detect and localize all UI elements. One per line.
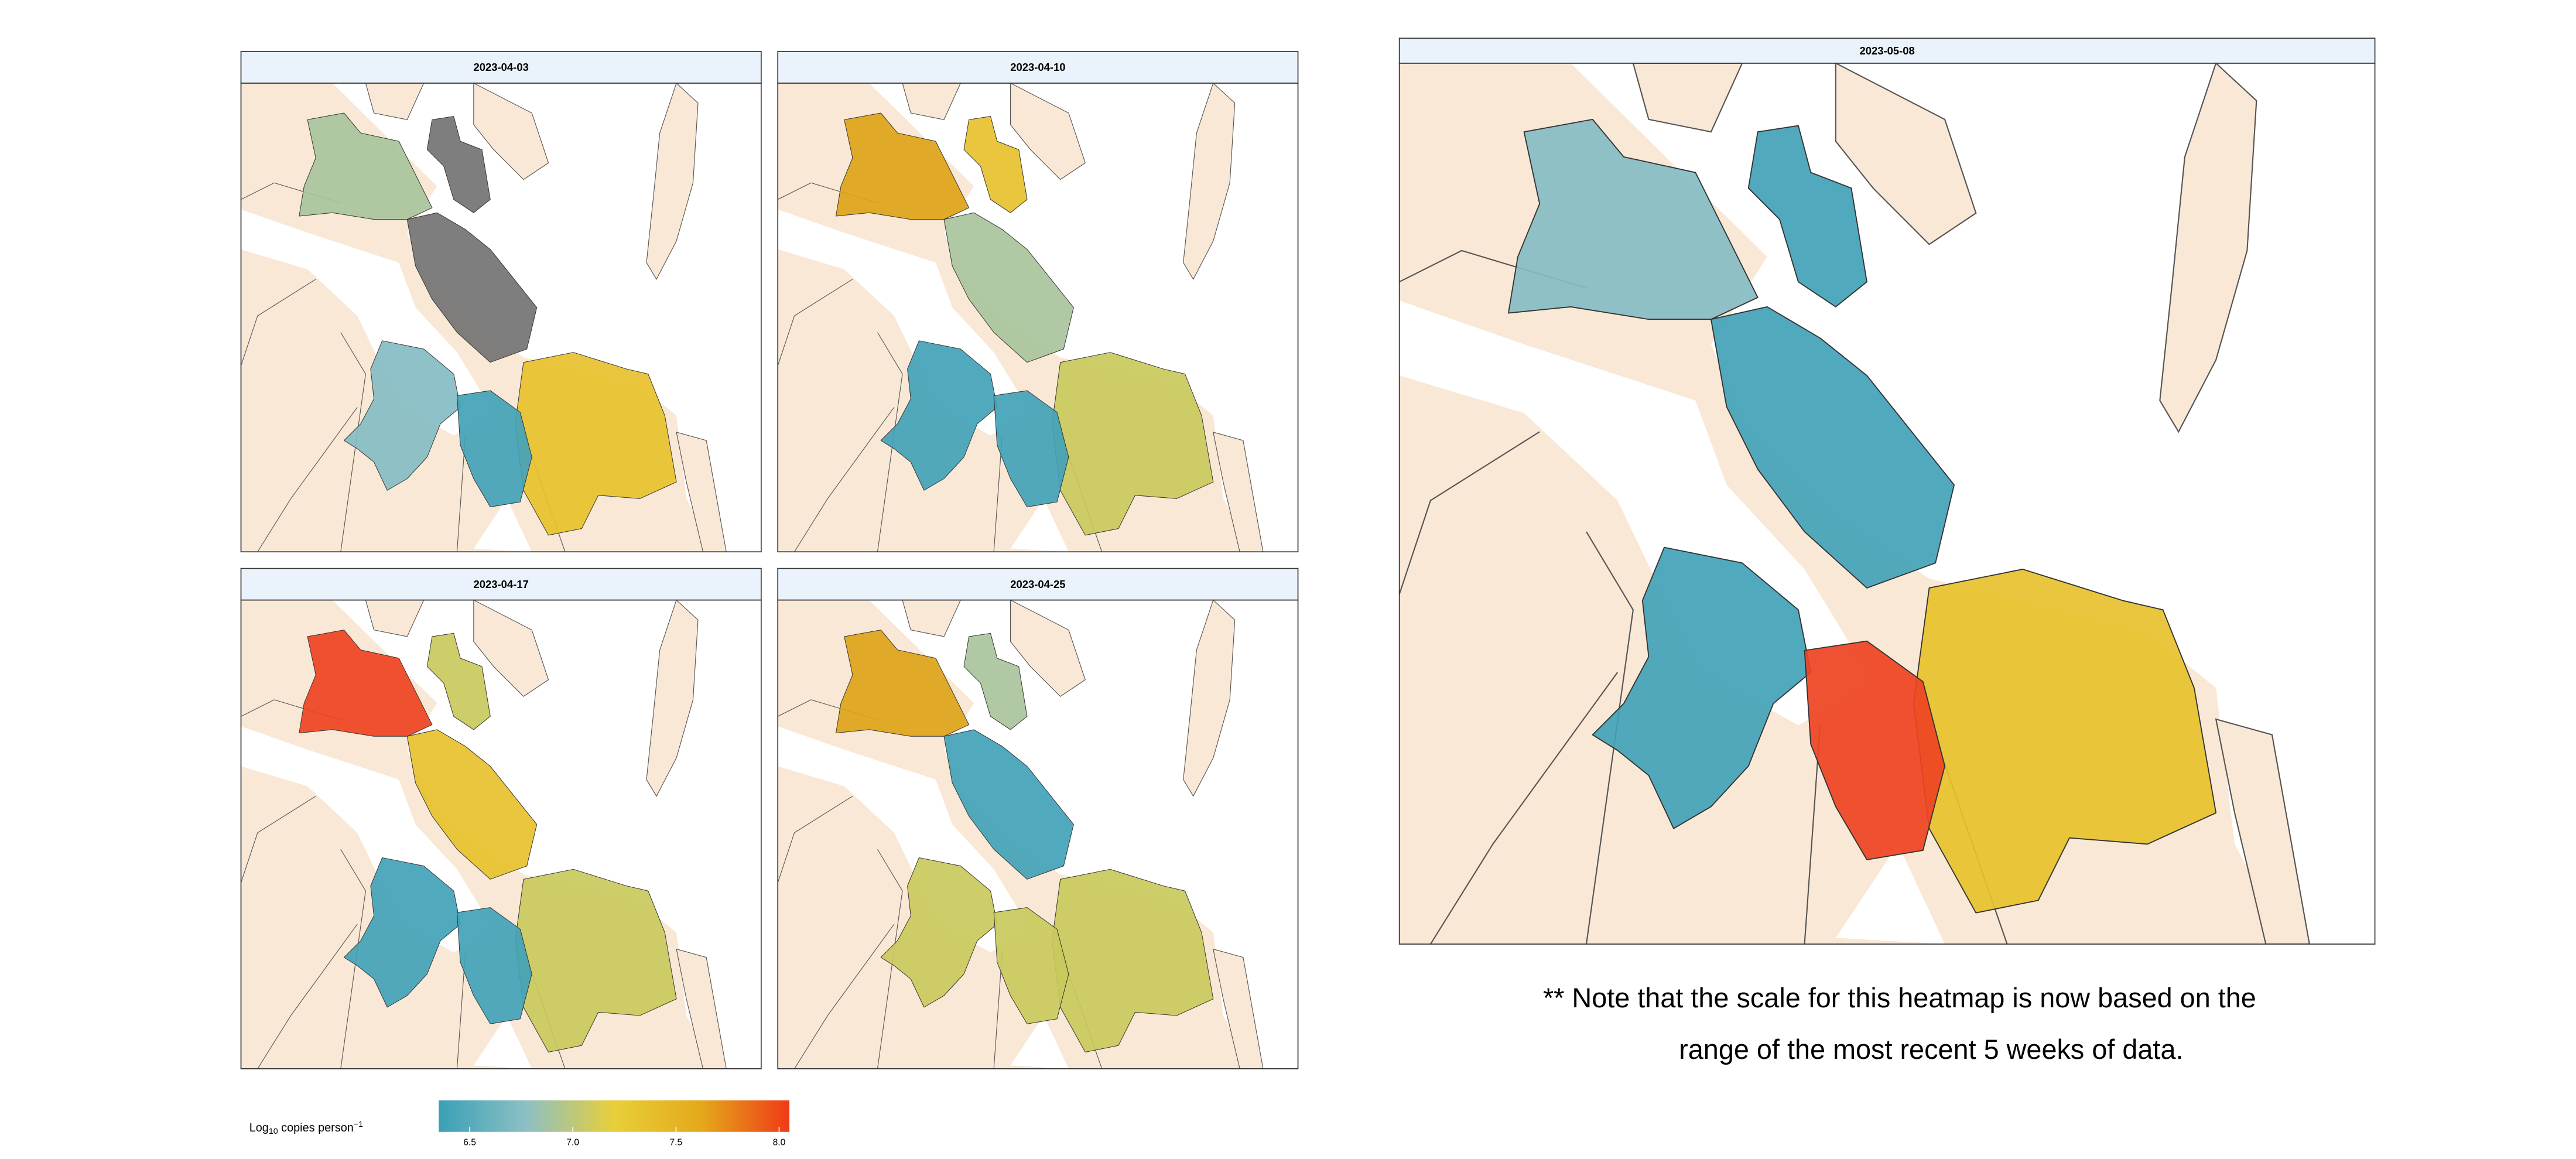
legend-title-part: Log [249,1122,269,1134]
map [241,600,761,1069]
map-panel: 2023-04-03 [240,51,762,553]
panel-header [777,567,1299,601]
panel-header [240,51,762,84]
panels: 2023-04-03 2023-04-10 2023-04-17 2023-04-25… [240,37,2376,1069]
map [778,600,1298,1069]
panel-date: 2023-04-17 [474,578,529,590]
legend-title-sup: −1 [354,1120,363,1129]
map-panel: 2023-04-17 [240,567,762,1069]
legend-title: Log10 copies person−1 [249,1120,363,1136]
legend: Log10 copies person−1 6.5 7.0 7.5 8.0 [249,1100,790,1147]
map-panel: 2023-04-10 [777,51,1299,553]
panel-date: 2023-04-03 [474,61,529,73]
colorbar-tick-label: 8.0 [773,1137,786,1147]
panel-header [777,51,1299,84]
colorbar [439,1100,790,1132]
map [1399,63,2375,945]
map [241,83,761,552]
panel-header [1398,37,2376,64]
colorbar-tick-label: 6.5 [463,1137,476,1147]
panel-date: 2023-04-10 [1010,61,1065,73]
map [778,83,1298,552]
panel-date: 2023-05-08 [1859,45,1914,57]
note-line: ** Note that the scale for this heatmap … [1543,983,2256,1013]
note: ** Note that the scale for this heatmap … [1543,983,2256,1065]
legend-title-part: copies person [278,1122,354,1134]
map-panel: 2023-04-25 [777,567,1299,1069]
colorbar-tick-label: 7.0 [566,1137,579,1147]
legend-title-sub: 10 [269,1127,278,1136]
map-panel: 2023-05-08 [1398,37,2376,945]
panel-header [240,567,762,601]
colorbar-tick-label: 7.5 [669,1137,682,1147]
note-line: range of the most recent 5 weeks of data… [1679,1034,2183,1065]
panel-date: 2023-04-25 [1010,578,1065,590]
